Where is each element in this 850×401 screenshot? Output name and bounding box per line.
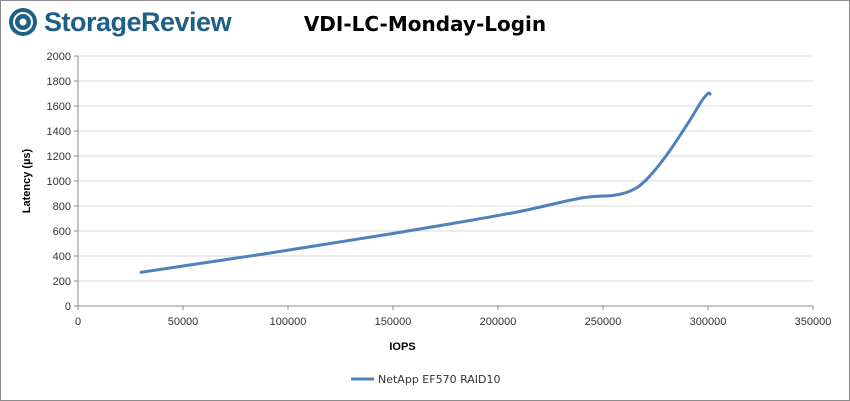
y-tick-label: 1000 <box>47 176 71 188</box>
legend: NetApp EF570 RAID10 <box>351 373 501 386</box>
x-tick-label: 50000 <box>168 316 199 328</box>
y-tick-label: 1600 <box>47 101 71 113</box>
series-line <box>139 91 712 274</box>
x-tick-label: 200000 <box>480 316 517 328</box>
y-tick-label: 800 <box>53 201 71 213</box>
y-tick-label: 2000 <box>47 51 71 63</box>
x-tick-label: 250000 <box>585 316 622 328</box>
x-axis-label: IOPS <box>389 341 415 353</box>
x-tick-label: 0 <box>75 316 81 328</box>
chart-title: VDI-LC-Monday-Login <box>303 12 547 36</box>
legend-label: NetApp EF570 RAID10 <box>378 373 501 386</box>
y-tick-label: 1400 <box>47 126 71 138</box>
y-tick-label: 200 <box>53 276 71 288</box>
y-axis-ticks: 0 200 400 600 800 1000 1200 1400 1600 1800 2000 <box>47 51 78 313</box>
x-tick-label: 300000 <box>690 316 727 328</box>
x-axis-ticks: 0 50000 100000 150000 200000 250000 300000 3500… <box>75 306 831 328</box>
y-tick-label: 0 <box>65 301 71 313</box>
y-tick-label: 400 <box>53 251 71 263</box>
x-tick-label: 100000 <box>270 316 307 328</box>
series-group <box>139 91 712 274</box>
brand-name: StorageReview <box>44 6 232 37</box>
y-tick-label: 1800 <box>47 76 71 88</box>
storagereview-logo: StorageReview <box>8 4 232 40</box>
grid-lines <box>78 55 813 282</box>
storagereview-logo-icon <box>9 8 37 36</box>
y-axis-label: Latency (µs) <box>21 148 33 213</box>
y-tick-label: 1200 <box>47 151 71 163</box>
y-tick-label: 600 <box>53 226 71 238</box>
x-tick-label: 350000 <box>795 316 832 328</box>
x-tick-label: 150000 <box>375 316 412 328</box>
